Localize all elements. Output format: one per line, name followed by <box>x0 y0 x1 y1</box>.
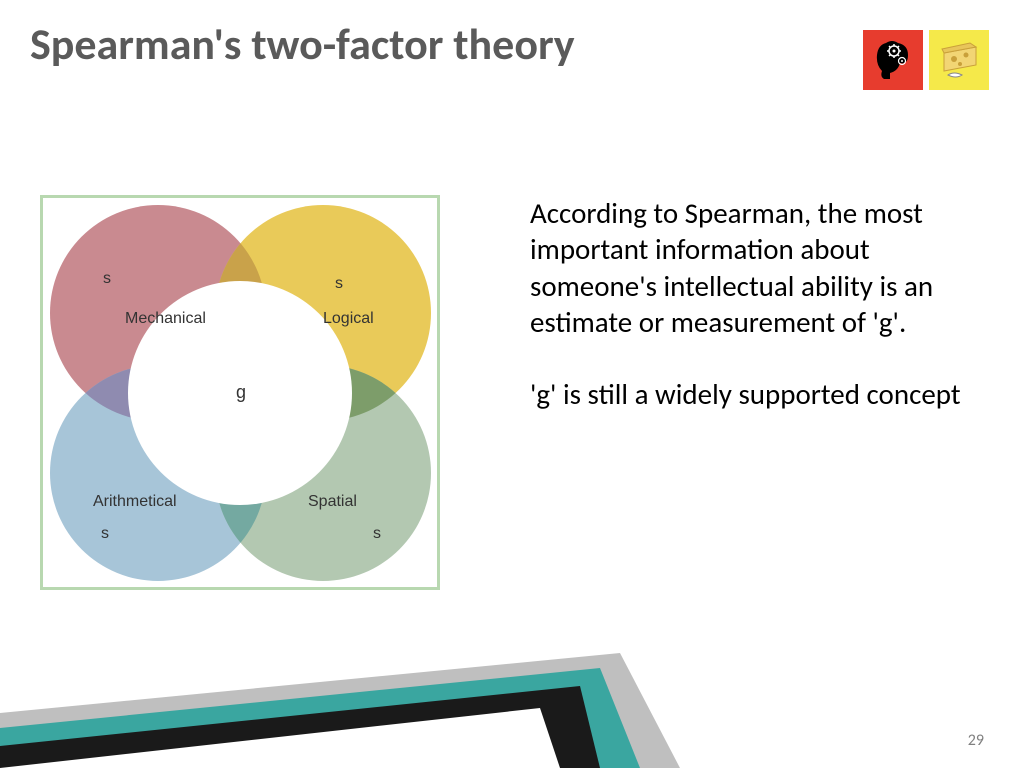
venn-diagram: Mechanical Logical Arithmetical Spatial … <box>40 195 440 590</box>
s-label-tl: s <box>103 270 111 287</box>
petal-label-spatial: Spatial <box>308 493 357 510</box>
slide-decoration <box>0 608 1024 768</box>
s-label-tr: s <box>335 275 343 292</box>
page-number: 29 <box>968 731 984 750</box>
center-g-label: g <box>236 382 246 402</box>
header-icons <box>863 30 989 90</box>
brain-gears-icon <box>863 30 923 90</box>
s-label-bl: s <box>101 525 109 542</box>
slide-title: Spearman's two-factor theory <box>30 20 680 68</box>
paragraph-1: According to Spearman, the most importan… <box>530 195 980 340</box>
petal-label-arithmetical: Arithmetical <box>93 493 177 510</box>
paragraph-2: 'g' is still a widely supported concept <box>530 376 980 412</box>
s-label-br: s <box>373 525 381 542</box>
cheese-icon <box>929 30 989 90</box>
body-text: According to Spearman, the most importan… <box>530 195 980 448</box>
petal-label-logical: Logical <box>323 310 374 327</box>
petal-label-mechanical: Mechanical <box>125 310 206 327</box>
